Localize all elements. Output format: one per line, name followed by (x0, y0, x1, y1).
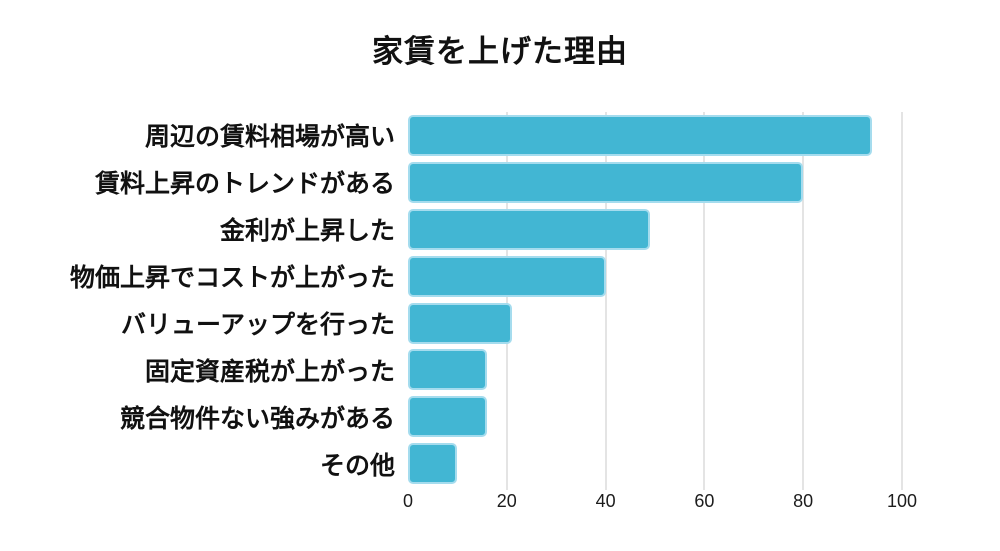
bar (408, 115, 873, 156)
category-label: その他 (319, 451, 395, 480)
x-tick-label: 80 (793, 491, 814, 511)
bar (408, 302, 512, 344)
bar-row (408, 300, 902, 347)
chart-title: 家賃を上げた理由 (372, 34, 628, 69)
category-label: 競合物件ない強みがある (119, 404, 395, 433)
gridline (505, 112, 508, 490)
plot-area (408, 112, 903, 490)
category-label: バリューアップを行った (120, 310, 395, 339)
bar (408, 161, 804, 203)
bar (408, 396, 488, 438)
category-label: 物価上昇でコストが上がった (69, 264, 395, 293)
bar-row (408, 112, 902, 159)
category-label: 周辺の賃料相場が高い (144, 123, 395, 152)
bar (408, 349, 488, 391)
gridline (802, 112, 805, 490)
bar (408, 255, 606, 297)
bar-row (408, 346, 902, 393)
gridline (703, 112, 706, 490)
bar-row (408, 206, 902, 253)
bar (408, 208, 651, 250)
category-labels: 周辺の賃料相場が高い賃料上昇のトレンドがある金利が上昇した物価上昇でコストが上が… (0, 112, 402, 487)
x-axis: 0 20 40 60 80 100 (403, 491, 917, 517)
category-label: 賃料上昇のトレンドがある (94, 170, 395, 199)
x-tick-label: 60 (694, 491, 715, 511)
category-label: 金利が上昇した (219, 217, 395, 246)
category-label: 固定資産税が上がった (144, 357, 395, 386)
x-tick-label: 100 (886, 491, 918, 511)
gridline (901, 112, 903, 490)
x-tick-label: 0 (402, 491, 414, 511)
bar-row (408, 159, 902, 206)
bar-row (408, 253, 902, 300)
bar-row (408, 440, 902, 487)
bar (408, 443, 458, 485)
gridline (604, 112, 607, 490)
x-tick-label: 20 (496, 491, 517, 511)
x-tick-label: 40 (595, 491, 616, 511)
bar-row (408, 393, 902, 440)
